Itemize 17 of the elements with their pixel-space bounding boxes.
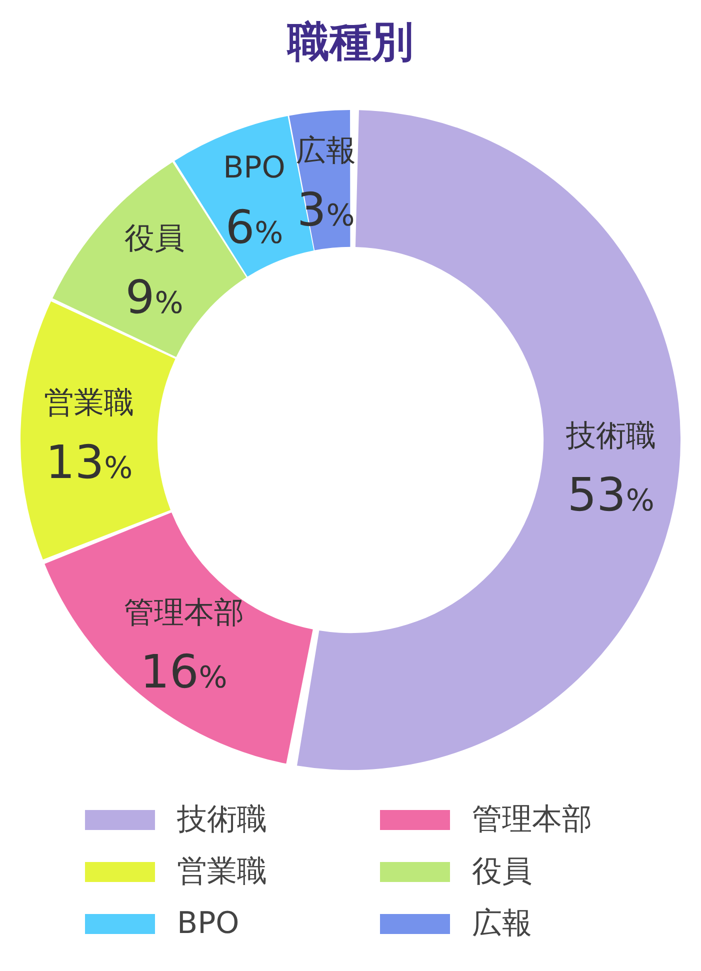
data-label: 13% [46, 434, 133, 489]
legend-label: 営業職 [177, 853, 267, 891]
slice-label: BPO [223, 150, 286, 186]
slice-label: 管理本部 [124, 595, 244, 630]
legend-label: 広報 [472, 905, 532, 943]
data-label: 53% [567, 468, 654, 522]
slice-label: 営業職 [44, 386, 134, 421]
legend-label: BPO [177, 905, 240, 943]
chart-title: 職種別 [286, 16, 414, 68]
legend-label: 技術職 [177, 801, 267, 839]
data-label: 9% [125, 270, 184, 324]
slice-label: 役員 [124, 220, 184, 256]
slice-label: 技術職 [564, 418, 656, 454]
data-label: 16% [140, 644, 228, 699]
legend-label: 管理本部 [472, 801, 592, 839]
legend-label: 役員 [472, 853, 532, 891]
data-label: 6% [225, 200, 284, 254]
